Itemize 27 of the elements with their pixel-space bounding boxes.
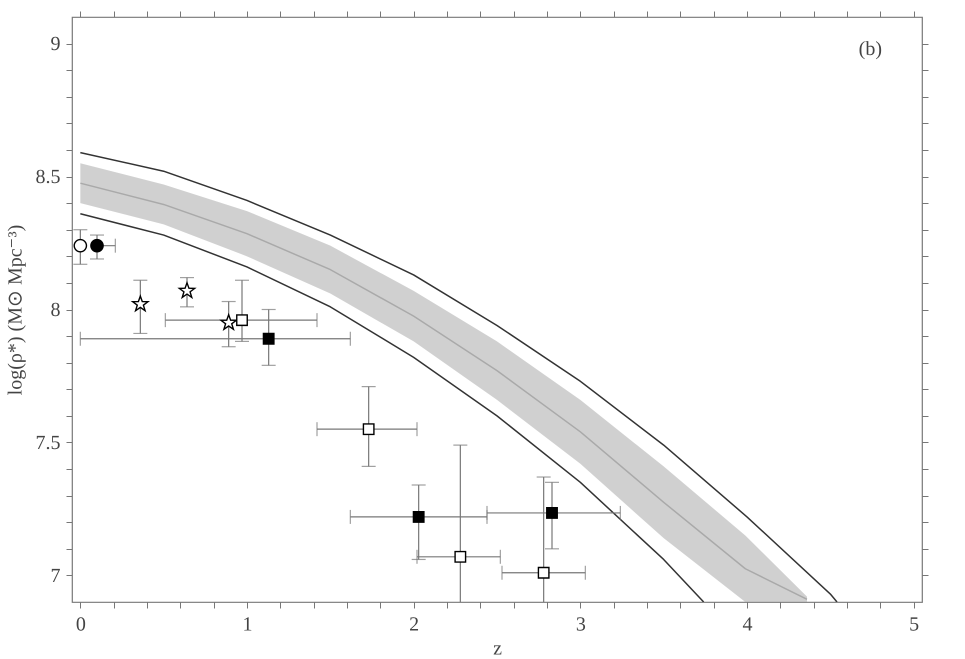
point	[454, 550, 466, 563]
line-series	[80, 213, 704, 602]
x-tick-label: 2	[409, 614, 420, 636]
point	[74, 238, 88, 252]
x-tick-label: 3	[576, 614, 586, 636]
x-tick-label: 1	[242, 614, 252, 636]
point	[132, 295, 149, 312]
y-tick-label: 7.5	[36, 432, 60, 454]
y-tick-label: 8	[50, 299, 60, 321]
point	[236, 314, 248, 326]
point	[220, 314, 238, 330]
point	[546, 506, 558, 519]
x-axis-title: z	[493, 638, 502, 659]
point	[362, 423, 375, 436]
y-axis-title: log(ρ*) (M⊙ Mpc⁻³)	[4, 224, 26, 396]
y-tick-label: 7	[50, 564, 60, 587]
x-tick-label: 5	[909, 614, 920, 636]
annotation: (b)	[858, 38, 882, 60]
y-tick-label: 9	[50, 33, 60, 56]
point	[412, 510, 425, 523]
point	[262, 332, 275, 345]
x-tick-label: 4	[742, 614, 752, 636]
point	[90, 238, 104, 252]
x-tick-label: 0	[76, 614, 86, 636]
y-tick-label: 8.5	[36, 166, 60, 188]
point	[538, 566, 550, 579]
point	[178, 282, 196, 298]
